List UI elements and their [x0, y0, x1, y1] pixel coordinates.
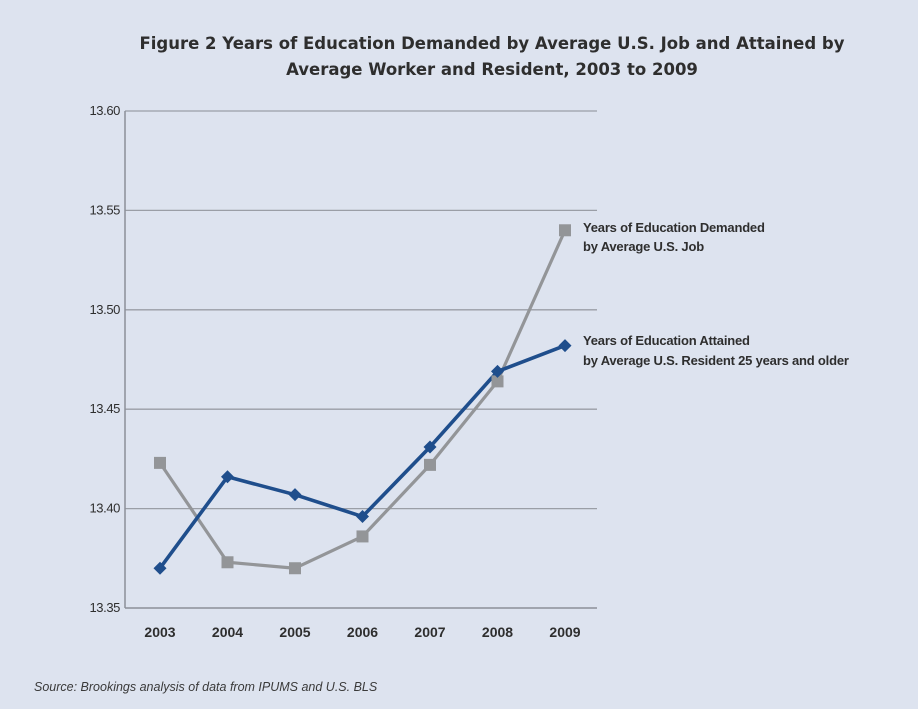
data-point-attained — [153, 561, 167, 575]
data-point-demanded — [491, 375, 504, 388]
data-point-attained — [356, 510, 369, 524]
x-tick-label: 2005 — [279, 624, 310, 640]
data-point-attained — [558, 339, 572, 353]
gridlines — [125, 110, 597, 510]
legend-demanded-line2: by Average U.S. Job — [583, 239, 704, 254]
legend-attained-line2: by Average U.S. Resident 25 years and ol… — [583, 353, 849, 368]
data-point-demanded — [221, 556, 234, 569]
chart-title-line2: Average Worker and Resident, 2003 to 200… — [286, 60, 698, 79]
chart-source-note: Source: Brookings analysis of data from … — [34, 680, 378, 694]
chart-title-line1: Figure 2 Years of Education Demanded by … — [139, 34, 844, 53]
y-tick-label: 13.50 — [89, 302, 120, 317]
x-tick-labels: 2003 2004 2005 2006 2007 2008 2009 — [144, 624, 580, 640]
legend: Years of Education Demanded by Average U… — [583, 220, 849, 368]
y-tick-label: 13.60 — [89, 103, 120, 118]
data-point-demanded — [289, 562, 301, 575]
x-tick-label: 2004 — [212, 624, 243, 640]
data-point-demanded — [559, 224, 571, 237]
data-point-demanded — [356, 530, 369, 543]
x-tick-label: 2007 — [414, 624, 445, 640]
data-point-attained — [288, 488, 302, 502]
data-series — [153, 224, 572, 575]
legend-demanded-line1: Years of Education Demanded — [583, 220, 765, 235]
x-tick-label: 2003 — [144, 624, 175, 640]
x-tick-label: 2006 — [347, 624, 378, 640]
data-point-demanded — [424, 458, 436, 471]
data-point-attained — [221, 470, 234, 484]
axes — [124, 111, 597, 609]
y-tick-labels: 13.60 13.55 13.50 13.45 13.40 13.35 — [89, 103, 120, 615]
y-tick-label: 13.45 — [89, 401, 120, 416]
data-point-demanded — [154, 456, 166, 469]
y-tick-label: 13.40 — [89, 501, 120, 516]
x-tick-label: 2009 — [549, 624, 580, 640]
y-tick-label: 13.55 — [89, 202, 120, 217]
legend-attained-line1: Years of Education Attained — [583, 333, 750, 348]
x-tick-label: 2008 — [482, 624, 513, 640]
y-tick-label: 13.35 — [89, 600, 120, 615]
data-point-attained — [423, 440, 437, 454]
data-point-attained — [491, 364, 504, 378]
